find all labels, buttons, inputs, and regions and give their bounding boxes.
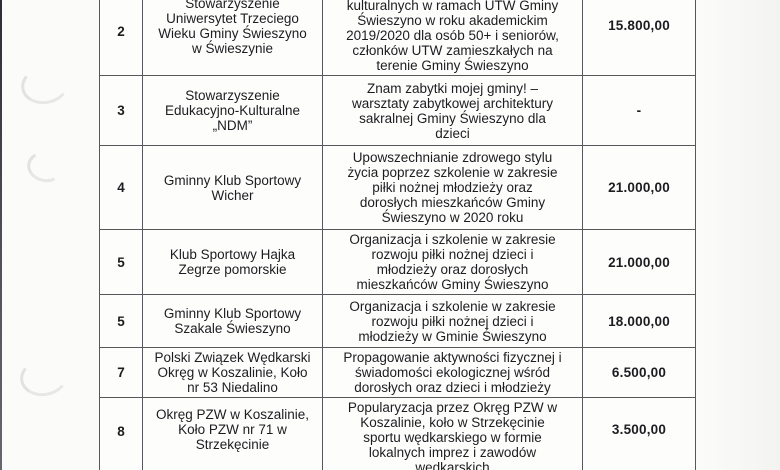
row-number: 3 — [99, 75, 143, 146]
table-row: 5 Klub Sportowy Hajka Zegrze pomorskie O… — [99, 229, 696, 295]
task-description: Propagowanie aktywności fizycznej i świa… — [322, 347, 583, 398]
task-description: Upowszechnianie zdrowego stylu życia pop… — [322, 145, 583, 230]
row-number: 2 — [99, 0, 143, 76]
grant-amount: 3.500,00 — [582, 397, 696, 470]
row-number: 7 — [99, 347, 143, 398]
grant-amount: 21.000,00 — [582, 229, 696, 295]
organization-name: Okręg PZW w Koszalinie, Koło PZW nr 71 w… — [142, 397, 323, 470]
organization-name: Gminny Klub Sportowy Wicher — [142, 145, 323, 230]
task-description: Organizacja i szkolenie w zakresie rozwo… — [322, 294, 583, 348]
organization-name: Polski Związek Wędkarski Okręg w Koszali… — [142, 347, 323, 398]
organization-name: Stowarzyszenie Edukacyjno-Kulturalne „ND… — [142, 75, 323, 146]
scan-artifact — [18, 62, 72, 108]
row-number: 8 — [99, 397, 143, 470]
organization-name: Stowarzyszenie Uniwersytet Trzeciego Wie… — [142, 0, 323, 76]
row-number: 5 — [99, 229, 143, 295]
row-number: 4 — [99, 145, 143, 230]
task-description: Znam zabytki mojej gminy! – warsztaty za… — [322, 75, 583, 146]
scan-artifact — [23, 148, 67, 186]
scan-edge-line — [0, 0, 2, 470]
grant-amount: - — [582, 75, 696, 146]
table-row: 7 Polski Związek Wędkarski Okręg w Kosza… — [99, 347, 696, 398]
grant-amount: 18.000,00 — [582, 294, 696, 348]
grant-amount: 21.000,00 — [582, 145, 696, 230]
task-description: Organizacja i szkolenie w zakresie rozwo… — [322, 229, 583, 295]
table-row: 5 Gminny Klub Sportowy Szakale Świeszyno… — [99, 294, 696, 348]
row-number: 5 — [99, 294, 143, 348]
organization-name: Klub Sportowy Hajka Zegrze pomorskie — [142, 229, 323, 295]
table-row: 4 Gminny Klub Sportowy Wicher Upowszechn… — [99, 145, 696, 230]
organization-name: Gminny Klub Sportowy Szakale Świeszyno — [142, 294, 323, 348]
table-row: 8 Okręg PZW w Koszalinie, Koło PZW nr 71… — [99, 397, 696, 470]
table-row: 3 Stowarzyszenie Edukacyjno-Kulturalne „… — [99, 75, 696, 146]
grant-amount: 6.500,00 — [582, 347, 696, 398]
scan-smudge — [700, 0, 780, 470]
table-row: 2 Stowarzyszenie Uniwersytet Trzeciego W… — [99, 0, 696, 76]
task-description: Popularyzacja przez Okręg PZW w Koszalin… — [322, 397, 583, 470]
scan-artifact — [17, 354, 71, 400]
task-description: kulturalnych w ramach UTW Gminy Świeszyn… — [322, 0, 583, 76]
grants-table: 2 Stowarzyszenie Uniwersytet Trzeciego W… — [99, 0, 696, 470]
grant-amount: 15.800,00 — [582, 0, 696, 76]
